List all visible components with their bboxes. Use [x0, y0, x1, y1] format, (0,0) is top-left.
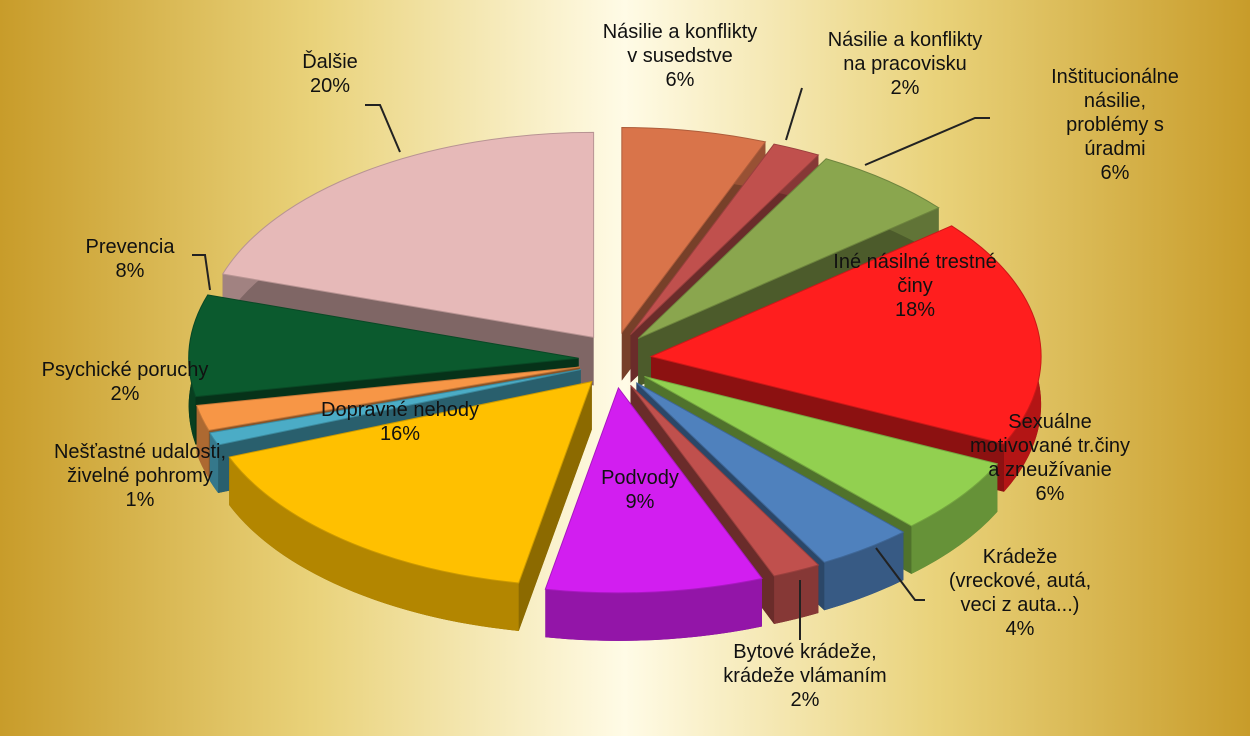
slice-top [630, 384, 820, 577]
category-label: Sexuálne motivované tr.činy a zneužívani… [969, 411, 1131, 481]
slice-top [621, 126, 767, 334]
category-label: Násilie a konflikty na pracovisku [827, 29, 983, 75]
leader-lines [192, 87, 990, 640]
slice-outer-wall [196, 405, 209, 479]
category-label: Bytové krádeže, krádeže vlámaním [723, 641, 887, 687]
value-label: 2% [890, 77, 920, 99]
category-label: Prevencia [85, 236, 175, 258]
category-label: Dopravné nehody [321, 399, 479, 421]
value-label: 6% [665, 69, 695, 91]
data-label: Nešťastné udalosti, živelné pohromy 1% [54, 440, 226, 512]
value-label: 8% [115, 260, 145, 282]
leader-line [785, 87, 803, 141]
slice-outer-wall [545, 578, 762, 641]
value-label: 6% [1100, 162, 1130, 184]
data-label: Dopravné nehody 16% [321, 398, 479, 446]
leader-line [365, 104, 401, 153]
slice-top [637, 158, 940, 339]
value-label: 2% [790, 689, 820, 711]
data-label: Prevencia 8% [86, 235, 175, 283]
value-label: 16% [379, 423, 421, 445]
leader-line [192, 254, 211, 291]
value-label: 6% [1035, 483, 1065, 505]
category-label: Ďalšie [302, 51, 358, 73]
data-label: Iné násilné trestné činy 18% [833, 250, 996, 322]
slice-outer-wall [774, 564, 819, 624]
slice-outer-wall [824, 532, 904, 611]
pie [188, 126, 1042, 641]
data-label: Podvody 9% [601, 466, 679, 514]
slice [544, 386, 763, 641]
value-label: 20% [309, 75, 351, 97]
category-label: Nešťastné udalosti, živelné pohromy [53, 441, 227, 487]
data-label: Ďalšie 20% [302, 50, 358, 98]
category-label: Inštitucionálne násilie, problémy s úrad… [1051, 66, 1179, 160]
value-label: 9% [625, 491, 655, 513]
category-label: Krádeže (vreckové, autá, veci z auta...) [948, 546, 1092, 616]
data-label: Bytové krádeže, krádeže vlámaním 2% [723, 640, 886, 712]
data-label: Krádeže (vreckové, autá, veci z auta...)… [949, 545, 1091, 641]
slice-top [188, 294, 579, 398]
slice-top [544, 386, 763, 594]
data-label: Sexuálne motivované tr.činy a zneužívani… [970, 410, 1130, 506]
value-label: 4% [1005, 618, 1035, 640]
leader-line [864, 117, 990, 166]
slice-top [221, 131, 595, 338]
value-label: 18% [894, 299, 936, 321]
slice-top [636, 382, 905, 563]
slice-radial-wall [518, 381, 592, 631]
slice-top [228, 380, 593, 584]
value-label: 1% [125, 489, 155, 511]
slice-outer-wall [911, 463, 998, 574]
slice-top [209, 368, 581, 446]
slice-outer-wall [209, 432, 219, 493]
data-label: Násilie a konflikty v susedstve 6% [603, 20, 758, 92]
category-label: Iné násilné trestné činy [833, 251, 997, 297]
data-label: Psychické poruchy 2% [42, 358, 209, 406]
category-label: Násilie a konflikty v susedstve [602, 21, 758, 67]
leader-line [875, 547, 925, 601]
slice [228, 380, 593, 631]
data-label: Násilie a konflikty na pracovisku 2% [828, 28, 983, 100]
slice-top [630, 143, 820, 336]
slice-top [195, 366, 580, 431]
value-label: 2% [110, 383, 140, 405]
slice-top [649, 225, 1042, 445]
data-label: Inštitucionálne násilie, problémy s úrad… [1048, 65, 1183, 185]
slice-top [644, 375, 999, 527]
category-label: Psychické poruchy [41, 359, 209, 381]
slice-outer-wall [229, 457, 519, 631]
category-label: Podvody [601, 467, 679, 489]
